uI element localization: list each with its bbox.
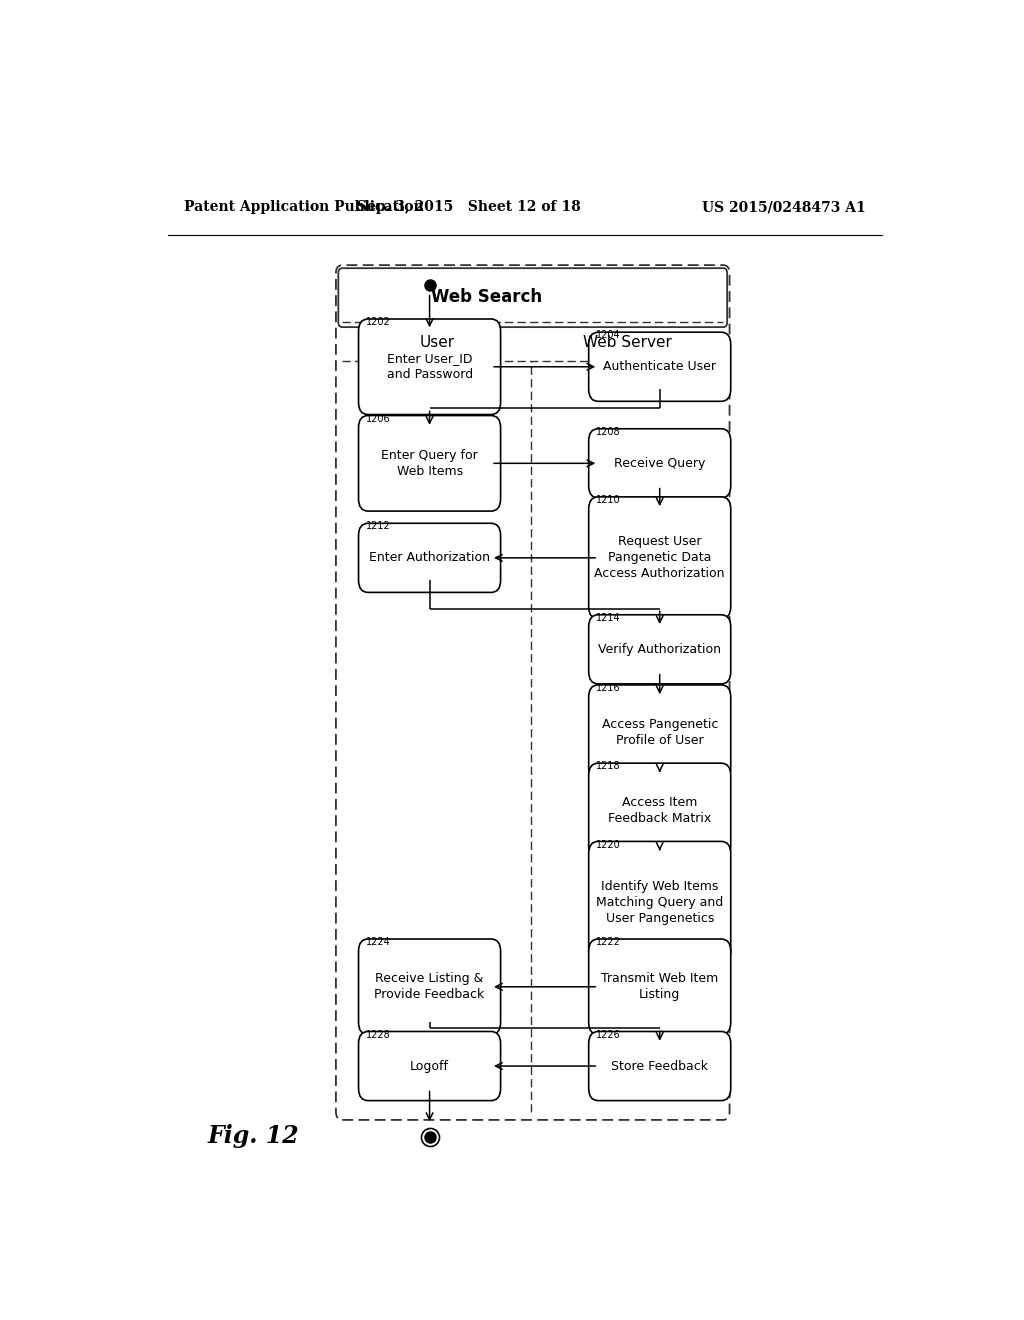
Text: Logoff: Logoff bbox=[410, 1060, 450, 1073]
Text: 1222: 1222 bbox=[596, 937, 621, 948]
FancyBboxPatch shape bbox=[589, 685, 731, 780]
Text: 1226: 1226 bbox=[596, 1030, 621, 1040]
Text: Enter User_ID
and Password: Enter User_ID and Password bbox=[386, 352, 473, 381]
FancyBboxPatch shape bbox=[589, 763, 731, 859]
FancyBboxPatch shape bbox=[589, 496, 731, 619]
Text: Access Item
Feedback Matrix: Access Item Feedback Matrix bbox=[608, 796, 712, 825]
Text: Verify Authorization: Verify Authorization bbox=[598, 643, 721, 656]
FancyBboxPatch shape bbox=[338, 268, 727, 327]
Text: Enter Query for
Web Items: Enter Query for Web Items bbox=[381, 449, 478, 478]
FancyBboxPatch shape bbox=[358, 319, 501, 414]
Text: Enter Authorization: Enter Authorization bbox=[369, 552, 490, 565]
Text: Web Server: Web Server bbox=[583, 335, 672, 350]
Text: Receive Listing &
Provide Feedback: Receive Listing & Provide Feedback bbox=[375, 973, 484, 1002]
Text: 1216: 1216 bbox=[596, 682, 621, 693]
FancyBboxPatch shape bbox=[336, 265, 729, 1119]
FancyBboxPatch shape bbox=[358, 1031, 501, 1101]
FancyBboxPatch shape bbox=[589, 615, 731, 684]
Text: Patent Application Publication: Patent Application Publication bbox=[183, 201, 423, 214]
Text: 1208: 1208 bbox=[596, 426, 621, 437]
Text: 1206: 1206 bbox=[366, 413, 390, 424]
Text: 1218: 1218 bbox=[596, 762, 621, 771]
Text: Store Feedback: Store Feedback bbox=[611, 1060, 709, 1073]
Text: 1204: 1204 bbox=[596, 330, 621, 341]
Text: Fig. 12: Fig. 12 bbox=[207, 1125, 299, 1148]
Text: Sep. 3, 2015   Sheet 12 of 18: Sep. 3, 2015 Sheet 12 of 18 bbox=[357, 201, 582, 214]
Text: 1228: 1228 bbox=[366, 1030, 390, 1040]
Text: 1210: 1210 bbox=[596, 495, 621, 506]
Text: Access Pangenetic
Profile of User: Access Pangenetic Profile of User bbox=[601, 718, 718, 747]
Text: Receive Query: Receive Query bbox=[614, 457, 706, 470]
Text: Transmit Web Item
Listing: Transmit Web Item Listing bbox=[601, 973, 719, 1002]
Text: 1202: 1202 bbox=[366, 317, 390, 327]
FancyBboxPatch shape bbox=[589, 841, 731, 964]
Text: 1224: 1224 bbox=[366, 937, 390, 948]
Text: US 2015/0248473 A1: US 2015/0248473 A1 bbox=[702, 201, 866, 214]
Text: Request User
Pangenetic Data
Access Authorization: Request User Pangenetic Data Access Auth… bbox=[595, 536, 725, 581]
Text: Authenticate User: Authenticate User bbox=[603, 360, 716, 374]
Text: Identify Web Items
Matching Query and
User Pangenetics: Identify Web Items Matching Query and Us… bbox=[596, 880, 723, 925]
Text: 1212: 1212 bbox=[366, 521, 390, 532]
Text: Web Search: Web Search bbox=[431, 288, 543, 306]
FancyBboxPatch shape bbox=[358, 939, 501, 1035]
FancyBboxPatch shape bbox=[589, 429, 731, 498]
FancyBboxPatch shape bbox=[589, 939, 731, 1035]
FancyBboxPatch shape bbox=[358, 523, 501, 593]
Text: 1214: 1214 bbox=[596, 612, 621, 623]
Text: 1220: 1220 bbox=[596, 840, 621, 850]
FancyBboxPatch shape bbox=[358, 416, 501, 511]
FancyBboxPatch shape bbox=[589, 333, 731, 401]
FancyBboxPatch shape bbox=[589, 1031, 731, 1101]
Text: User: User bbox=[419, 335, 455, 350]
